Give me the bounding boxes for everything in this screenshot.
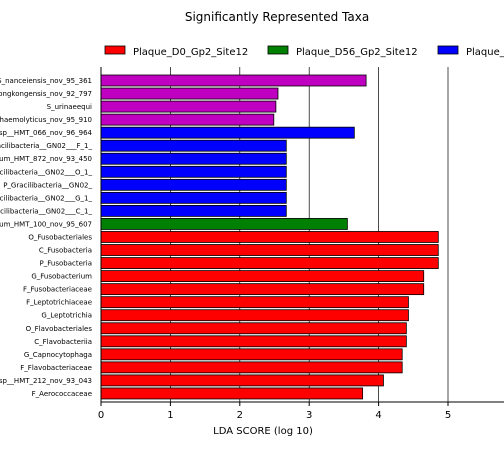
bar bbox=[100, 374, 384, 387]
category-labels: S_nanceiensis_nov_95_361 S_hongkongensis_… bbox=[0, 77, 93, 398]
category-label: S_bacterium_HMT_100_nov_95_607 bbox=[0, 220, 92, 228]
category-label: C_Fusobacteria bbox=[39, 247, 92, 255]
bar bbox=[100, 348, 403, 361]
x-tick-label: 2 bbox=[237, 410, 243, 421]
category-label: P_Fusobacteria bbox=[40, 260, 92, 268]
category-label: S_nanceiensis_nov_95_361 bbox=[0, 77, 92, 85]
category-label: F_Flavobacteriaceae bbox=[20, 364, 92, 372]
legend: Plaque_D0_Gp2_Site12 Plaque_D56_Gp2_Site1… bbox=[104, 45, 504, 58]
chart-title: Significantly Represented Taxa bbox=[185, 10, 369, 24]
category-label: O_Flavobacteriales bbox=[26, 325, 93, 333]
category-label: S_sp__HMT_212_nov_93_043 bbox=[0, 377, 92, 385]
bar bbox=[100, 165, 287, 178]
bar bbox=[100, 87, 279, 100]
bar bbox=[100, 387, 364, 400]
legend-label: Plaque_D0_Gp2_Site12 bbox=[133, 47, 248, 58]
category-label: S_bacterium_HMT_872_nov_93_450 bbox=[0, 155, 92, 163]
category-label: C_Flavobacteriia bbox=[34, 338, 92, 346]
bar bbox=[100, 74, 367, 87]
bar bbox=[100, 100, 277, 113]
category-label: F_Aerococcaceae bbox=[32, 390, 92, 398]
legend-swatch bbox=[267, 45, 289, 55]
legend-item: Plaque_D0_Gp2_Site12 bbox=[104, 45, 248, 58]
x-tick-label: 4 bbox=[375, 410, 381, 421]
legend-item: Plaque_ bbox=[437, 45, 504, 58]
category-label: G_Capnocytophaga bbox=[24, 351, 92, 359]
bar bbox=[100, 335, 407, 348]
bar bbox=[100, 283, 425, 296]
bar bbox=[100, 231, 439, 243]
bar bbox=[100, 244, 439, 256]
bar bbox=[100, 361, 403, 374]
bar bbox=[100, 322, 407, 335]
x-tick-label: 3 bbox=[306, 410, 312, 421]
bar bbox=[100, 113, 275, 126]
x-axis-title: LDA SCORE (log 10) bbox=[213, 426, 313, 437]
x-tick-label: 5 bbox=[445, 410, 451, 421]
category-label: S_urinaeequi bbox=[47, 103, 92, 111]
legend-swatch bbox=[437, 45, 459, 55]
legend-item: Plaque_D56_Gp2_Site12 bbox=[267, 45, 418, 58]
category-label: C_Gracilibacteria__GN02___C_1_ bbox=[0, 207, 92, 215]
category-label: S_sp__HMT_066_nov_96_964 bbox=[0, 129, 93, 137]
category-label: P_Gracilibacteria__GN02_ bbox=[3, 181, 92, 189]
category-label: F_Gracilibacteria__GN02___F_1_ bbox=[0, 142, 92, 150]
bar bbox=[100, 257, 439, 269]
bar bbox=[100, 126, 355, 139]
x-axis-ticks: 0 1 2 3 4 5 bbox=[98, 402, 451, 421]
category-label: F_Fusobacteriaceae bbox=[23, 286, 92, 294]
bar bbox=[100, 178, 287, 191]
category-label: O_Gracilibacteria__GN02___O_1_ bbox=[0, 168, 92, 176]
category-label: S_haemolyticus_nov_95_910 bbox=[0, 116, 92, 124]
legend-label: Plaque_D56_Gp2_Site12 bbox=[296, 47, 418, 58]
x-tick-label: 0 bbox=[98, 410, 104, 421]
category-label: O_Fusobacteriales bbox=[28, 233, 92, 241]
category-label: F_Leptotrichiaceae bbox=[26, 299, 92, 307]
bar bbox=[100, 204, 287, 217]
category-label: G_Fusobacterium bbox=[31, 273, 92, 281]
bars bbox=[100, 74, 439, 400]
category-label: G_Gracilibacteria__GN02___G_1_ bbox=[0, 194, 92, 202]
bar bbox=[100, 309, 409, 322]
category-label: G_Leptotrichia bbox=[41, 312, 92, 320]
bar bbox=[100, 139, 287, 152]
bar bbox=[100, 270, 425, 283]
category-label: S_hongkongensis_nov_92_797 bbox=[0, 90, 92, 98]
legend-label: Plaque_ bbox=[466, 47, 504, 58]
legend-swatch bbox=[104, 45, 126, 55]
bar bbox=[100, 218, 348, 230]
x-tick-label: 1 bbox=[167, 410, 173, 421]
bar bbox=[100, 152, 287, 165]
bar bbox=[100, 191, 287, 204]
bar bbox=[100, 296, 409, 309]
